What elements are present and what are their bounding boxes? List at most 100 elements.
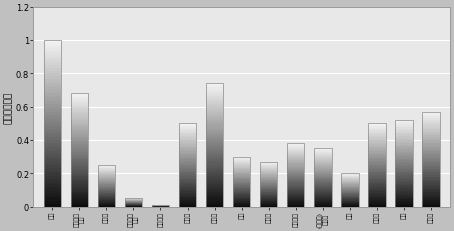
- Bar: [368, 142, 385, 143]
- Bar: [314, 198, 331, 199]
- Bar: [341, 185, 359, 186]
- Bar: [70, 171, 88, 173]
- Bar: [206, 104, 223, 106]
- Bar: [287, 144, 305, 207]
- Bar: [260, 184, 277, 185]
- Bar: [206, 113, 223, 115]
- Bar: [368, 187, 385, 189]
- Bar: [179, 158, 196, 160]
- Bar: [422, 123, 439, 125]
- Bar: [260, 204, 277, 205]
- Bar: [233, 172, 251, 173]
- Bar: [341, 196, 359, 197]
- Bar: [368, 131, 385, 132]
- Bar: [206, 111, 223, 113]
- Bar: [368, 128, 385, 129]
- Bar: [98, 183, 115, 184]
- Bar: [395, 174, 413, 175]
- Bar: [395, 121, 413, 122]
- Bar: [287, 150, 305, 151]
- Bar: [422, 122, 439, 123]
- Bar: [206, 203, 223, 205]
- Bar: [233, 176, 251, 177]
- Bar: [179, 131, 196, 132]
- Bar: [314, 187, 331, 188]
- Bar: [422, 134, 439, 136]
- Bar: [422, 159, 439, 161]
- Bar: [70, 160, 88, 162]
- Bar: [44, 176, 61, 179]
- Bar: [422, 180, 439, 182]
- Bar: [98, 177, 115, 178]
- Bar: [368, 158, 385, 160]
- Bar: [368, 203, 385, 204]
- Bar: [206, 192, 223, 195]
- Bar: [44, 41, 61, 207]
- Bar: [395, 123, 413, 125]
- Bar: [206, 102, 223, 104]
- Bar: [368, 185, 385, 186]
- Bar: [260, 185, 277, 186]
- Bar: [70, 175, 88, 177]
- Bar: [314, 160, 331, 161]
- Bar: [422, 188, 439, 189]
- Bar: [260, 188, 277, 189]
- Bar: [260, 175, 277, 176]
- Bar: [422, 145, 439, 147]
- Bar: [179, 147, 196, 149]
- Bar: [422, 112, 439, 114]
- Bar: [233, 205, 251, 206]
- Bar: [179, 156, 196, 157]
- Bar: [422, 112, 439, 207]
- Bar: [233, 173, 251, 174]
- Bar: [206, 164, 223, 166]
- Bar: [233, 167, 251, 168]
- Bar: [44, 124, 61, 127]
- Bar: [98, 193, 115, 194]
- Bar: [395, 132, 413, 134]
- Bar: [206, 125, 223, 127]
- Bar: [314, 149, 331, 207]
- Bar: [395, 181, 413, 182]
- Bar: [98, 166, 115, 167]
- Bar: [70, 100, 88, 101]
- Bar: [368, 175, 385, 176]
- Bar: [206, 201, 223, 203]
- Bar: [70, 107, 88, 109]
- Bar: [44, 201, 61, 204]
- Bar: [287, 149, 305, 150]
- Bar: [314, 195, 331, 196]
- Bar: [44, 190, 61, 193]
- Bar: [44, 129, 61, 132]
- Bar: [314, 200, 331, 201]
- Bar: [287, 145, 305, 146]
- Bar: [395, 164, 413, 165]
- Bar: [260, 166, 277, 167]
- Bar: [395, 202, 413, 204]
- Bar: [287, 179, 305, 180]
- Bar: [179, 146, 196, 147]
- Bar: [44, 55, 61, 58]
- Bar: [395, 197, 413, 198]
- Bar: [422, 131, 439, 133]
- Bar: [206, 174, 223, 176]
- Bar: [422, 189, 439, 191]
- Bar: [287, 192, 305, 193]
- Bar: [70, 152, 88, 154]
- Bar: [70, 124, 88, 126]
- Bar: [287, 203, 305, 204]
- Bar: [70, 173, 88, 175]
- Bar: [44, 82, 61, 85]
- Bar: [368, 198, 385, 200]
- Bar: [70, 118, 88, 120]
- Bar: [70, 184, 88, 186]
- Bar: [260, 199, 277, 200]
- Bar: [260, 201, 277, 202]
- Bar: [422, 125, 439, 126]
- Bar: [368, 172, 385, 173]
- Bar: [422, 172, 439, 174]
- Bar: [260, 203, 277, 204]
- Bar: [44, 193, 61, 196]
- Bar: [206, 129, 223, 131]
- Bar: [44, 157, 61, 160]
